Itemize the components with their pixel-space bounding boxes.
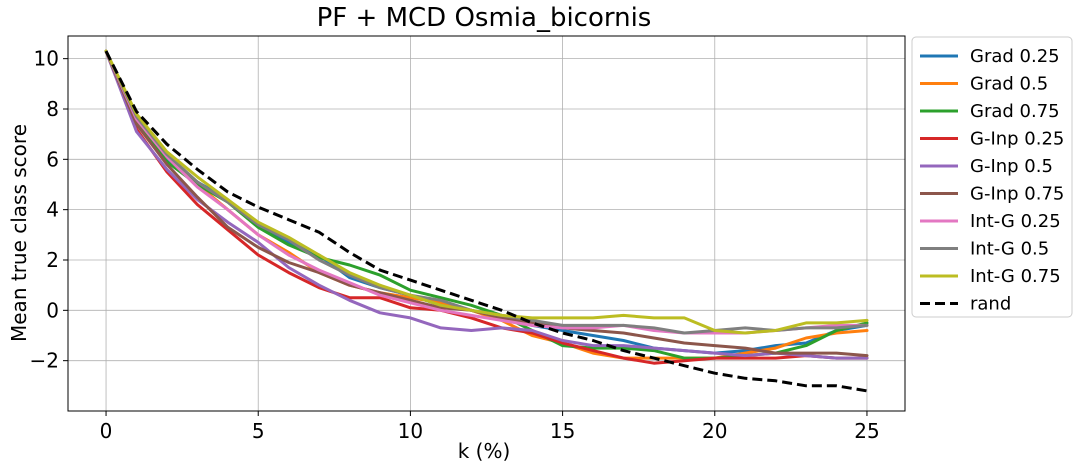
legend-label: rand: [970, 294, 1011, 315]
y-tick-label: 0: [46, 298, 59, 322]
series-line-rand: [104, 50, 868, 393]
legend: Grad 0.25 Grad 0.5 Grad 0.75 G-Inp 0.25 G-In…: [911, 36, 1073, 318]
y-tick-label: −2: [30, 349, 59, 373]
legend-label: Int-G 0.25: [970, 211, 1061, 232]
plot-area-frame: [67, 35, 906, 412]
x-tick-label: 20: [702, 419, 727, 443]
y-tick-label: 2: [46, 248, 59, 272]
x-tick-label: 0: [100, 419, 113, 443]
grid-lines: [68, 36, 905, 411]
x-axis-label: k (%): [458, 439, 511, 463]
y-tick-label: 10: [34, 47, 59, 71]
x-tick-label: 15: [550, 419, 575, 443]
legend-label: G-Inp 0.25: [970, 129, 1064, 150]
series-line-g-inp-0-25: [104, 49, 869, 365]
series-line-g-inp-0-5: [104, 49, 869, 360]
legend-label: Int-G 0.5: [970, 239, 1049, 260]
x-tick-label: 25: [854, 419, 879, 443]
legend-label: G-Inp 0.75: [970, 184, 1064, 205]
y-tick-label: 6: [46, 147, 59, 171]
series-line-int-g-0-75: [104, 49, 869, 335]
legend-label: Grad 0.75: [970, 101, 1060, 122]
legend-label: G-Inp 0.5: [970, 156, 1053, 177]
axis-ticks: 0 5 10 15 20 25 −2 0 2 4 6 8 10: [30, 47, 880, 443]
y-tick-label: 4: [46, 198, 59, 222]
series-lines: [104, 49, 869, 393]
legend-label: Int-G 0.75: [970, 266, 1061, 287]
y-axis-label: Mean true class score: [7, 124, 31, 342]
legend-label: Grad 0.25: [970, 46, 1060, 67]
x-tick-label: 10: [398, 419, 423, 443]
x-tick-label: 5: [252, 419, 265, 443]
legend-label: Grad 0.5: [970, 74, 1048, 95]
chart-title: PF + MCD Osmia_bicornis: [317, 3, 652, 33]
y-tick-label: 8: [46, 97, 59, 121]
